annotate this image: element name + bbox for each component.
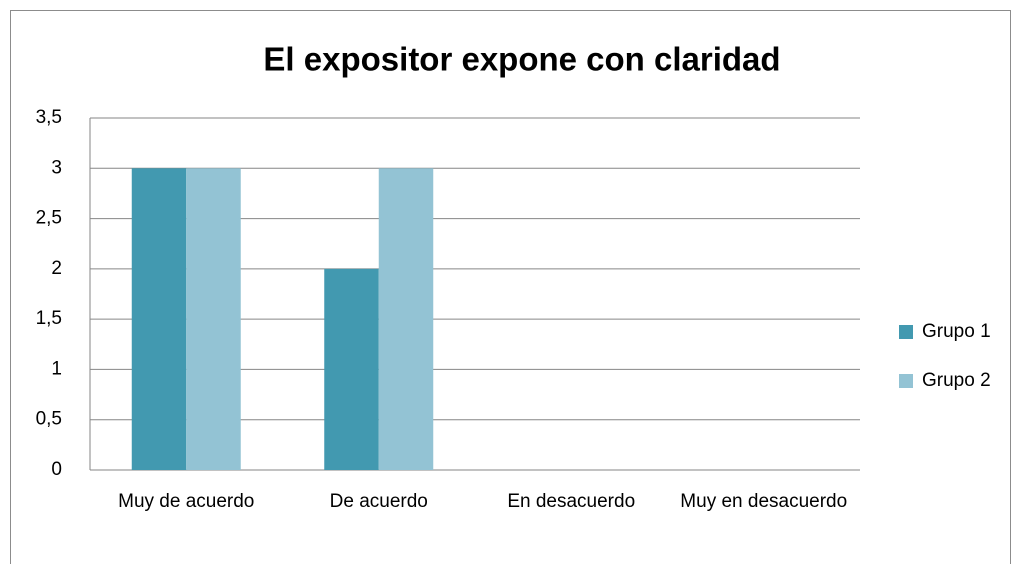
y-tick-label: 2 bbox=[51, 258, 62, 279]
legend-swatch bbox=[899, 325, 913, 339]
bar bbox=[186, 168, 241, 471]
x-tick-label: De acuerdo bbox=[329, 491, 428, 512]
legend-label: Grupo 2 bbox=[922, 370, 991, 391]
y-tick-label: 3,5 bbox=[36, 107, 62, 128]
y-tick-label: 0 bbox=[51, 459, 62, 480]
y-tick-label: 2,5 bbox=[36, 208, 62, 229]
bar bbox=[378, 168, 434, 471]
y-tick-label: 1 bbox=[51, 358, 62, 379]
y-tick-label: 0,5 bbox=[36, 409, 62, 430]
chart-title: El expositor expone con claridad bbox=[263, 41, 780, 78]
legend-label: Grupo 1 bbox=[922, 321, 991, 342]
chart-border bbox=[10, 10, 1011, 564]
x-tick-label: En desacuerdo bbox=[507, 491, 636, 512]
bar bbox=[324, 268, 379, 470]
y-tick-label: 3 bbox=[51, 157, 62, 178]
y-tick-label: 1,5 bbox=[36, 308, 62, 329]
x-tick-label: Muy en desacuerdo bbox=[680, 491, 848, 512]
x-tick-label: Muy de acuerdo bbox=[118, 491, 255, 512]
legend-swatch bbox=[899, 374, 913, 388]
bar bbox=[131, 168, 187, 471]
